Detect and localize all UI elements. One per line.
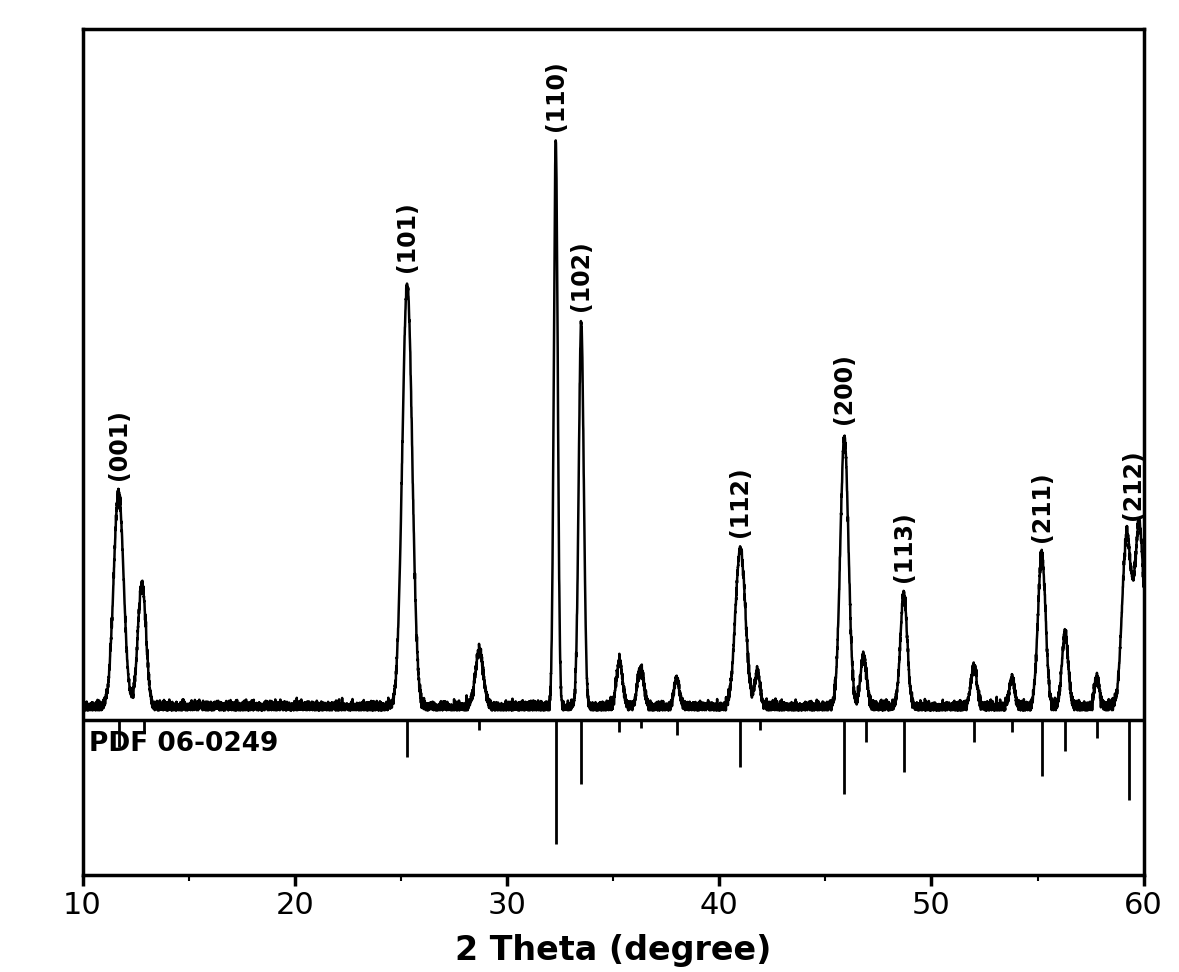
Text: (001): (001) [106,409,131,480]
Text: (110): (110) [544,60,568,130]
Text: (212): (212) [1121,449,1145,520]
Text: (211): (211) [1029,471,1054,542]
Text: (200): (200) [832,353,856,424]
Text: PDF 06-0249: PDF 06-0249 [88,731,278,757]
Text: (112): (112) [729,466,752,537]
Text: (102): (102) [569,240,593,311]
Text: (113): (113) [891,511,916,581]
Text: (101): (101) [395,201,420,271]
X-axis label: 2 Theta (degree): 2 Theta (degree) [455,934,771,967]
